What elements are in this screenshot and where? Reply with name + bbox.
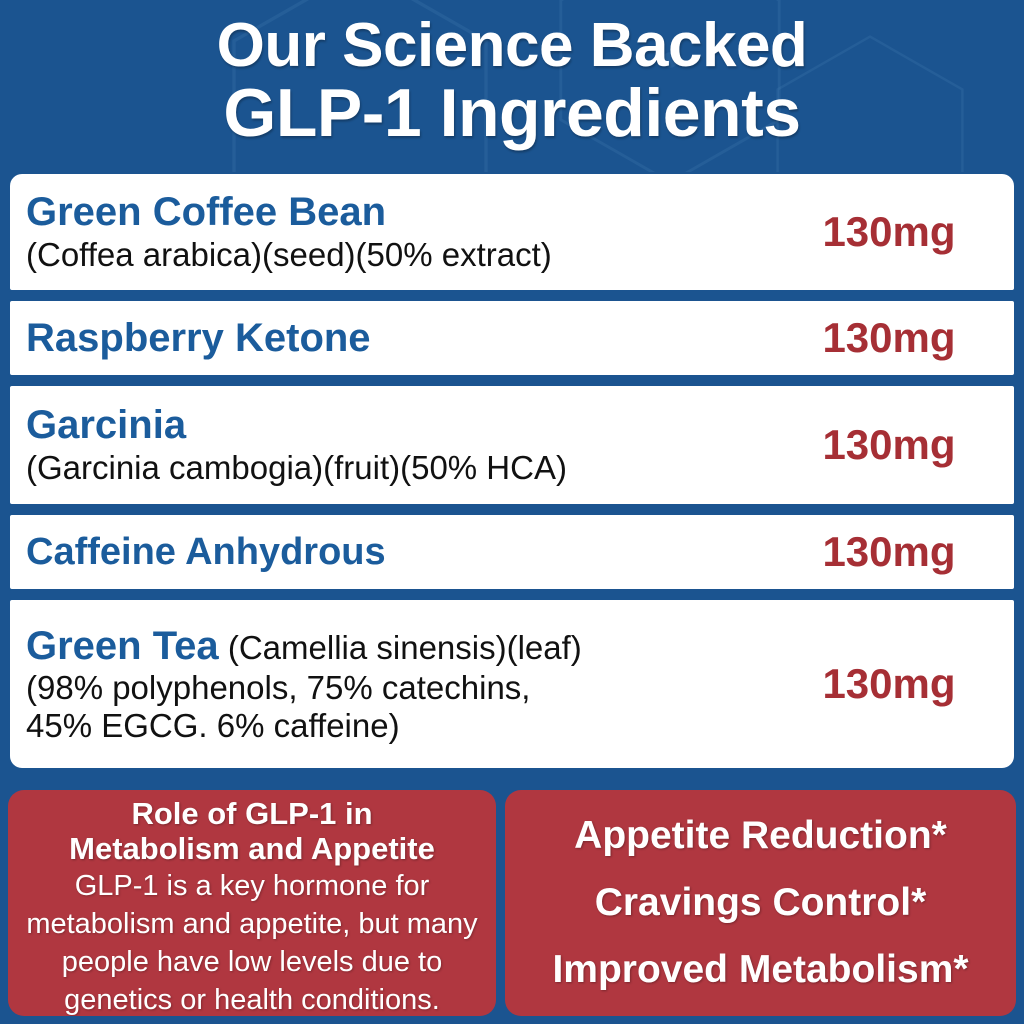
ingredient-amount: 130mg <box>822 314 956 361</box>
glp1-role-body-line-3: people have low levels due to <box>61 946 443 978</box>
ingredient-info: Raspberry Ketone <box>26 315 774 361</box>
header-title-line-1: Our Science Backed <box>216 11 808 80</box>
table-row: Green Coffee Bean (Coffea arabica)(seed)… <box>8 172 1016 292</box>
page-header: Our Science Backed GLP-1 Ingredients <box>0 0 1024 170</box>
ingredient-info: Caffeine Anhydrous <box>26 530 774 574</box>
ingredient-info: Garcinia (Garcinia cambogia)(fruit)(50% … <box>26 402 774 488</box>
table-row: Caffeine Anhydrous 130mg <box>8 513 1016 591</box>
ingredient-subtitle: (Coffea arabica)(seed)(50% extract) <box>26 236 552 273</box>
glp1-role-body-line-1: GLP-1 is a key hormone for <box>74 870 430 902</box>
ingredient-subtitle: (Garcinia cambogia)(fruit)(50% HCA) <box>26 449 567 486</box>
ingredient-info: Green Coffee Bean (Coffea arabica)(seed)… <box>26 189 774 275</box>
benefit-appetite-reduction: Appetite Reduction* <box>574 813 947 857</box>
benefit-cravings-control: Cravings Control* <box>594 880 927 924</box>
benefit-improved-metabolism: Improved Metabolism* <box>552 948 969 992</box>
table-row: Garcinia (Garcinia cambogia)(fruit)(50% … <box>8 384 1016 506</box>
glp1-role-title-line-1: Role of GLP-1 in <box>131 796 373 831</box>
ingredient-subtitle-inline: (Camellia sinensis)(leaf) <box>218 629 582 666</box>
ingredient-amount: 130mg <box>822 208 956 255</box>
ingredient-table: Green Coffee Bean (Coffea arabica)(seed)… <box>8 172 1016 770</box>
bottom-panels: Role of GLP-1 in Metabolism and Appetite… <box>8 790 1016 1016</box>
benefits-panel: Appetite Reduction* Cravings Control* Im… <box>505 790 1016 1016</box>
ingredient-name: Raspberry Ketone <box>26 316 371 360</box>
table-row: Green Tea (Camellia sinensis)(leaf) (98%… <box>8 598 1016 770</box>
glp1-role-panel: Role of GLP-1 in Metabolism and Appetite… <box>8 790 496 1016</box>
ingredient-name-row: Green Tea (Camellia sinensis)(leaf) <box>26 623 774 669</box>
ingredient-amount: 130mg <box>822 660 956 707</box>
ingredient-name: Garcinia <box>26 403 187 447</box>
ingredient-name: Caffeine Anhydrous <box>26 531 386 573</box>
glp1-role-body-line-2: metabolism and appetite, but many <box>26 908 478 940</box>
ingredient-info: Green Tea (Camellia sinensis)(leaf) (98%… <box>26 623 774 745</box>
ingredient-name: Green Coffee Bean <box>26 190 387 234</box>
glp1-role-title-line-2: Metabolism and Appetite <box>69 831 435 866</box>
ingredient-subtitle-extra-2: 45% EGCG. 6% caffeine) <box>26 707 400 744</box>
glp1-role-body-line-4: genetics or health conditions. <box>64 984 440 1016</box>
ingredient-name: Green Tea <box>26 624 219 668</box>
header-title-line-2: GLP-1 Ingredients <box>223 75 801 151</box>
table-row: Raspberry Ketone 130mg <box>8 299 1016 377</box>
ingredient-amount: 130mg <box>822 528 956 575</box>
ingredient-amount: 130mg <box>822 421 956 468</box>
ingredient-subtitle-extra-1: (98% polyphenols, 75% catechins, <box>26 669 531 706</box>
